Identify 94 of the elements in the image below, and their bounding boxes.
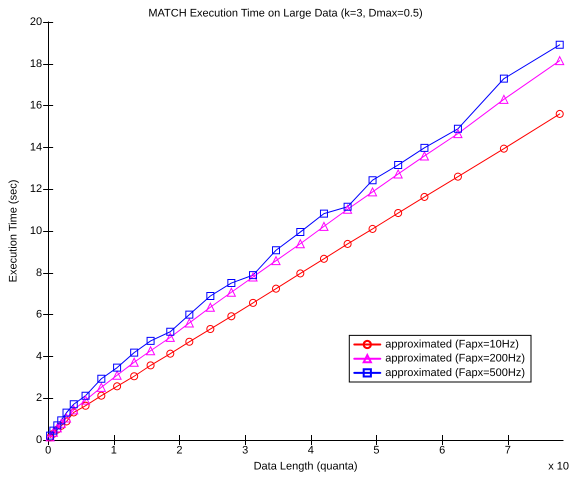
x-tick-label: 3 xyxy=(242,444,248,456)
point xyxy=(344,240,352,248)
point xyxy=(454,124,462,133)
point xyxy=(185,338,194,346)
point xyxy=(272,246,280,254)
point xyxy=(166,328,174,336)
point xyxy=(368,176,377,184)
y-tick-label: 0 xyxy=(36,434,42,446)
point xyxy=(368,224,377,233)
x-tick-label: 4 xyxy=(308,444,314,456)
point xyxy=(454,172,462,181)
point xyxy=(113,364,122,372)
point xyxy=(319,222,328,231)
point xyxy=(146,346,156,356)
point xyxy=(56,418,66,428)
point xyxy=(226,288,236,297)
point xyxy=(249,298,258,307)
y-tick-label: 2 xyxy=(36,392,42,404)
point xyxy=(555,56,564,66)
point xyxy=(272,284,280,293)
point xyxy=(320,210,328,218)
point xyxy=(130,348,138,357)
point xyxy=(130,358,139,367)
point xyxy=(70,400,78,408)
y-axis-title: Execution Time (sec) xyxy=(8,180,20,282)
point xyxy=(420,192,428,201)
x-tick-label: 1 xyxy=(110,444,117,456)
point xyxy=(62,417,71,426)
point xyxy=(320,254,328,263)
point xyxy=(556,110,564,118)
point xyxy=(96,382,106,392)
point xyxy=(453,129,462,138)
y-tick-label: 16 xyxy=(30,100,42,112)
point xyxy=(227,279,236,288)
x-tick-label: 6 xyxy=(439,444,446,456)
point xyxy=(420,151,429,160)
point xyxy=(62,408,71,417)
legend-label: approximated (Fapx=500Hz) xyxy=(385,366,526,379)
y-tick-label: 18 xyxy=(30,58,42,70)
point xyxy=(146,336,155,345)
point xyxy=(184,318,194,328)
x-tick-label: 5 xyxy=(373,444,380,456)
point xyxy=(82,402,90,410)
point xyxy=(113,382,122,390)
point xyxy=(394,209,402,218)
point xyxy=(420,144,428,152)
text: x 10 xyxy=(548,460,570,472)
y-tick-label: 6 xyxy=(36,308,42,321)
point xyxy=(185,310,194,319)
point xyxy=(368,187,378,196)
point xyxy=(296,239,305,248)
point xyxy=(296,269,304,278)
x-tick-label: 7 xyxy=(504,444,511,456)
point xyxy=(81,396,90,405)
x-tick-label: 2 xyxy=(176,444,183,456)
point xyxy=(69,405,78,414)
point xyxy=(112,370,122,380)
legend-label: approximated (Fapx=10Hz) xyxy=(385,338,519,350)
y-tick-label: 10 xyxy=(30,225,42,237)
point xyxy=(166,332,175,342)
point xyxy=(394,169,403,178)
point xyxy=(272,256,281,266)
y-tick-label: 12 xyxy=(30,183,42,196)
point xyxy=(500,144,508,153)
point xyxy=(97,392,106,400)
point xyxy=(146,361,155,370)
point xyxy=(344,202,352,211)
point xyxy=(394,160,402,169)
y-tick-label: 14 xyxy=(30,141,42,154)
y-tick-label: 20 xyxy=(30,16,42,28)
point xyxy=(57,416,66,424)
x-tick-label: 0 xyxy=(45,444,52,456)
point xyxy=(556,40,564,49)
point xyxy=(206,292,214,300)
y-tick-label: 4 xyxy=(36,350,42,362)
point xyxy=(296,228,304,236)
point xyxy=(52,423,62,432)
point xyxy=(97,374,106,383)
chart-title: MATCH Execution Time on Large Data (k=3, Dmax=0.5) xyxy=(148,8,423,20)
point xyxy=(343,204,352,214)
point xyxy=(166,350,174,358)
point xyxy=(82,392,90,400)
point xyxy=(500,74,508,83)
legend-label: approximated (Fapx=200Hz) xyxy=(385,352,526,365)
point xyxy=(53,421,62,430)
point xyxy=(206,302,215,312)
point xyxy=(70,408,78,416)
point xyxy=(62,414,72,423)
point xyxy=(227,312,236,320)
y-tick-label: 8 xyxy=(36,266,42,279)
point xyxy=(130,372,138,380)
x-axis-title: Data Length (quanta) xyxy=(254,460,358,472)
point xyxy=(499,94,508,104)
point xyxy=(206,325,214,334)
